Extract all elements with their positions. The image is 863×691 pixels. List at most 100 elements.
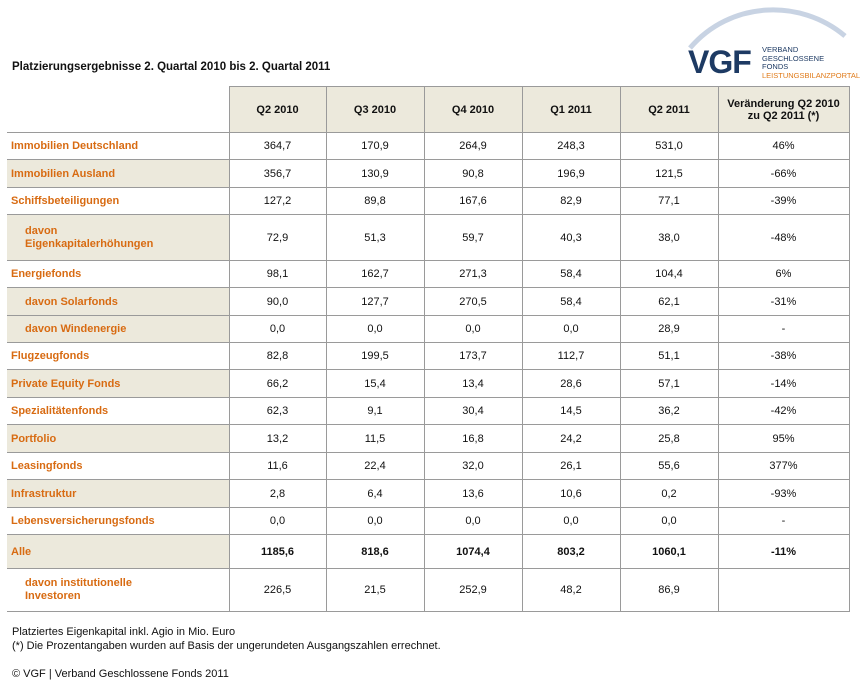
table-cell: 803,2 [521, 534, 621, 569]
table-cell: -38% [717, 342, 850, 370]
table-cell: 1185,6 [228, 534, 327, 569]
table-cell: 9,1 [325, 397, 425, 425]
table-cell: 86,9 [619, 568, 719, 612]
table-cell: 377% [717, 452, 850, 480]
table-row: Infrastruktur 2,8 6,4 13,6 10,6 0,2 -93% [7, 479, 850, 508]
row-label: Infrastruktur [7, 479, 230, 508]
table-cell: 98,1 [228, 260, 327, 288]
table-cell: 112,7 [521, 342, 621, 370]
vgf-logo: VGF VERBAND GESCHLOSSENE FONDS LEISTUNGS… [680, 6, 860, 86]
table-cell: 173,7 [423, 342, 523, 370]
table-cell: 46% [717, 132, 850, 160]
table-cell: 0,0 [521, 315, 621, 343]
table-cell: 11,6 [228, 452, 327, 480]
column-header: Q3 2010 [325, 86, 425, 133]
row-label: Energiefonds [7, 260, 230, 288]
table-cell: 0,0 [325, 315, 425, 343]
table-row: Energiefonds 98,1 162,7 271,3 58,4 104,4 6% [7, 260, 850, 288]
table-cell: 55,6 [619, 452, 719, 480]
row-label: Leasingfonds [7, 452, 230, 480]
table-cell: 90,0 [228, 287, 327, 316]
table-cell: 36,2 [619, 397, 719, 425]
table-cell: -39% [717, 187, 850, 215]
table-cell: 82,8 [228, 342, 327, 370]
table-cell: 11,5 [325, 424, 425, 453]
table-row: Portfolio 13,2 11,5 16,8 24,2 25,8 95% [7, 424, 850, 453]
table-cell: 89,8 [325, 187, 425, 215]
table-cell: 162,7 [325, 260, 425, 288]
table-cell: 48,2 [521, 568, 621, 612]
table-cell: 30,4 [423, 397, 523, 425]
table-cell: 14,5 [521, 397, 621, 425]
table-cell: 0,0 [228, 315, 327, 343]
logo-wordmark: VGF [688, 44, 752, 80]
table-cell: 0,0 [521, 507, 621, 535]
column-header: Q1 2011 [521, 86, 621, 133]
table-cell: 38,0 [619, 214, 719, 261]
table-cell: 95% [717, 424, 850, 453]
table-cell: 0,0 [423, 507, 523, 535]
table-cell: 90,8 [423, 159, 523, 188]
table-cell: 24,2 [521, 424, 621, 453]
table-cell: 6,4 [325, 479, 425, 508]
row-label: Spezialitätenfonds [7, 397, 230, 425]
table-cell: 22,4 [325, 452, 425, 480]
header-blank [7, 86, 230, 133]
table-cell: 40,3 [521, 214, 621, 261]
row-label: Immobilien Ausland [7, 159, 230, 188]
table-row: davon Windenergie 0,0 0,0 0,0 0,0 28,9- [7, 315, 850, 343]
table-cell: 121,5 [619, 159, 719, 188]
table-cell: 58,4 [521, 287, 621, 316]
table-cell: 66,2 [228, 369, 327, 398]
row-label: Lebensversicherungsfonds [7, 507, 230, 535]
table-cell: 10,6 [521, 479, 621, 508]
copyright: © VGF | Verband Geschlossene Fonds 2011 [12, 668, 229, 680]
table-cell: 364,7 [228, 132, 327, 160]
table-cell: 26,1 [521, 452, 621, 480]
table-cell: 252,9 [423, 568, 523, 612]
table-cell: -31% [717, 287, 850, 316]
table-row: Schiffsbeteiligungen 127,2 89,8 167,6 82,9 77… [7, 187, 850, 215]
row-label: Alle [7, 534, 230, 569]
table-cell: 0,0 [423, 315, 523, 343]
table-cell: 356,7 [228, 159, 327, 188]
placement-table: Q2 2010 Q3 2010 Q4 2010 Q1 2011 Q2 2011 … [7, 86, 850, 612]
table-cell [717, 568, 850, 612]
logo-arc-icon [688, 7, 847, 50]
table-cell: 0,2 [619, 479, 719, 508]
table-cell: 59,7 [423, 214, 523, 261]
table-cell: -66% [717, 159, 850, 188]
table-cell: 127,2 [228, 187, 327, 215]
table-cell: 170,9 [325, 132, 425, 160]
table-cell: 57,1 [619, 369, 719, 398]
table-cell: 196,9 [521, 159, 621, 188]
table-cell: 15,4 [325, 369, 425, 398]
row-label: davon Windenergie [7, 315, 230, 343]
table-cell: 58,4 [521, 260, 621, 288]
table-cell: 1074,4 [423, 534, 523, 569]
table-cell: 51,1 [619, 342, 719, 370]
table-row: davon Solarfonds 90,0 127,7 270,5 58,4 62,1 -3… [7, 287, 850, 316]
table-row: Lebensversicherungsfonds 0,0 0,0 0,0 0,0 0,0- [7, 507, 850, 535]
table-row: Spezialitätenfonds 62,3 9,1 30,4 14,5 36,2 -42… [7, 397, 850, 425]
table-cell: 72,9 [228, 214, 327, 261]
table-cell: 226,5 [228, 568, 327, 612]
table-cell: 248,3 [521, 132, 621, 160]
table-cell: -42% [717, 397, 850, 425]
table-cell: 270,5 [423, 287, 523, 316]
table-cell: 62,1 [619, 287, 719, 316]
logo-subtitle: VERBAND GESCHLOSSENE FONDS LEISTUNGSBILA… [762, 45, 861, 80]
table-cell: 0,0 [228, 507, 327, 535]
column-header-change: Veränderung Q2 2010 zu Q2 2011 (*) [717, 86, 850, 133]
table-cell: 25,8 [619, 424, 719, 453]
row-label: davon Eigenkapitalerhöhungen [7, 214, 230, 261]
table-row: Alle 1185,6 818,6 1074,4 803,2 1060,1 -11% [7, 534, 850, 569]
row-label: Private Equity Fonds [7, 369, 230, 398]
table-cell: 167,6 [423, 187, 523, 215]
table-cell: 264,9 [423, 132, 523, 160]
table-cell: 818,6 [325, 534, 425, 569]
table-row: Flugzeugfonds 82,8 199,5 173,7 112,7 51,1 -38% [7, 342, 850, 370]
table-cell: 104,4 [619, 260, 719, 288]
table-cell: 0,0 [619, 507, 719, 535]
table-cell: 0,0 [325, 507, 425, 535]
